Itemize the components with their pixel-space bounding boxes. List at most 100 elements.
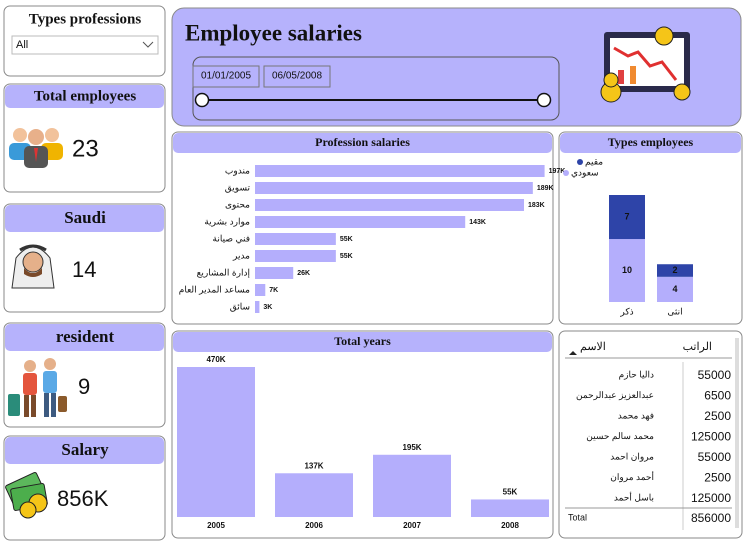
chart-panel: [558, 131, 743, 325]
data-label: 2: [672, 265, 677, 275]
table-cell: عبدالعزيز عبدالرحمن: [576, 390, 654, 401]
date-start[interactable]: 01/01/2005: [201, 71, 251, 82]
bar: [255, 199, 525, 211]
data-label: 26K: [297, 270, 310, 277]
table-cell: 6500: [704, 389, 731, 403]
slicer-value[interactable]: All: [16, 39, 28, 51]
bar: [275, 473, 353, 517]
data-label: 55K: [340, 253, 353, 260]
data-label: 10: [622, 265, 632, 275]
x-tick-label: 2006: [305, 521, 323, 530]
table-cell: فهد محمد: [618, 410, 654, 421]
data-label: 55K: [503, 488, 518, 497]
card: Salary 856K: [3, 435, 166, 541]
slider-handle[interactable]: [194, 92, 210, 108]
chart-title: Profession salaries: [315, 135, 410, 149]
y-tick-label: مندوب: [225, 165, 250, 176]
y-tick-label: مدير: [232, 250, 250, 261]
chart-header: [173, 332, 552, 352]
data-label: 7: [624, 211, 629, 221]
bar: [255, 216, 466, 228]
data-label: 183K: [528, 202, 545, 209]
table-cell: 125000: [691, 430, 731, 444]
table-body: داليا حازم 55000 عبدالعزيز عبدالرحمن 6500 فه…: [565, 368, 732, 525]
card-header: [5, 85, 164, 108]
travelers-icon: [8, 358, 67, 417]
header-title: Employee salaries: [185, 20, 362, 45]
x-tick-label: 2005: [207, 521, 225, 530]
x-tick-label: ذكر: [619, 306, 633, 317]
table-total: Total: [568, 512, 587, 522]
card-value: 856K: [57, 486, 109, 511]
bar: [177, 367, 255, 517]
date-slicer: [192, 56, 560, 121]
table-cell: 125000: [691, 491, 731, 505]
y-tick-label: تسويق: [225, 182, 251, 193]
y-tick-label: موارد بشرية: [204, 216, 250, 227]
legend-swatch: [577, 159, 583, 165]
bar-segment: [657, 276, 693, 302]
bar: [255, 250, 336, 262]
y-tick-label: سائق: [230, 301, 250, 312]
table-panel: [558, 330, 743, 539]
card-title: resident: [56, 327, 115, 346]
bar-segment: [609, 195, 645, 240]
column-header[interactable]: الاسم: [580, 341, 606, 353]
card-title: Saudi: [64, 208, 106, 227]
data-label: 137K: [304, 461, 323, 470]
card-title: Total employees: [34, 88, 137, 104]
dropdown-arrow[interactable]: [142, 41, 154, 48]
chart-header: [560, 133, 741, 153]
chart-panel: [171, 330, 554, 539]
chart-title: Total years: [334, 334, 391, 348]
slicer-title: Types professions: [29, 11, 142, 27]
data-label: 7K: [269, 287, 278, 294]
data-label: 197K: [549, 168, 566, 175]
money-icon: [5, 472, 48, 519]
legend-label: مقيم: [585, 156, 603, 167]
data-label: 143K: [469, 219, 486, 226]
x-tick-label: انثى: [667, 306, 682, 316]
column-header[interactable]: الراتب: [683, 341, 712, 353]
bar: [471, 499, 549, 517]
bar: [255, 233, 336, 245]
header-illustration: [600, 26, 691, 103]
y-tick-label: مساعد المدير العام: [179, 284, 250, 295]
card: Total employees 23: [3, 83, 166, 193]
scrollbar[interactable]: [735, 338, 739, 528]
legend-swatch: [563, 170, 569, 176]
data-label: 470K: [206, 355, 225, 364]
date-end[interactable]: 06/05/2008: [272, 71, 322, 82]
bar-segment: [609, 239, 645, 302]
y-tick-label: فني صيانة: [213, 233, 250, 243]
sort-arrow[interactable]: [569, 351, 577, 355]
table-cell: 2500: [704, 471, 731, 485]
table-cell: محمد سالم حسين: [586, 431, 654, 442]
table-cell: 55000: [698, 368, 732, 382]
people-icon: [9, 128, 63, 168]
data-label: 4: [672, 284, 677, 294]
chart-title: Types employees: [608, 135, 694, 149]
date-field[interactable]: [192, 65, 260, 88]
data-label: 189K: [537, 185, 554, 192]
chart-header: [173, 133, 552, 153]
card-value: 23: [72, 135, 99, 162]
bar: [255, 182, 533, 194]
data-label: 3K: [263, 304, 272, 311]
x-tick-label: 2007: [403, 521, 421, 530]
bar: [373, 454, 451, 517]
table-cell: مروان احمد: [610, 451, 654, 462]
y-tick-label: إدارة المشاريع: [197, 267, 250, 278]
date-field[interactable]: [263, 65, 331, 88]
slicer-dropdown[interactable]: [11, 35, 159, 55]
bar-segment: [657, 264, 693, 277]
card-header: [5, 437, 164, 464]
y-tick-label: محتوى: [225, 199, 250, 210]
bar: [255, 165, 545, 177]
header-panel: [171, 7, 742, 127]
bar: [255, 284, 266, 296]
slider-handle[interactable]: [536, 92, 552, 108]
card-header: [5, 324, 164, 351]
card-value: 9: [78, 374, 90, 399]
saudi-icon: [11, 244, 55, 289]
